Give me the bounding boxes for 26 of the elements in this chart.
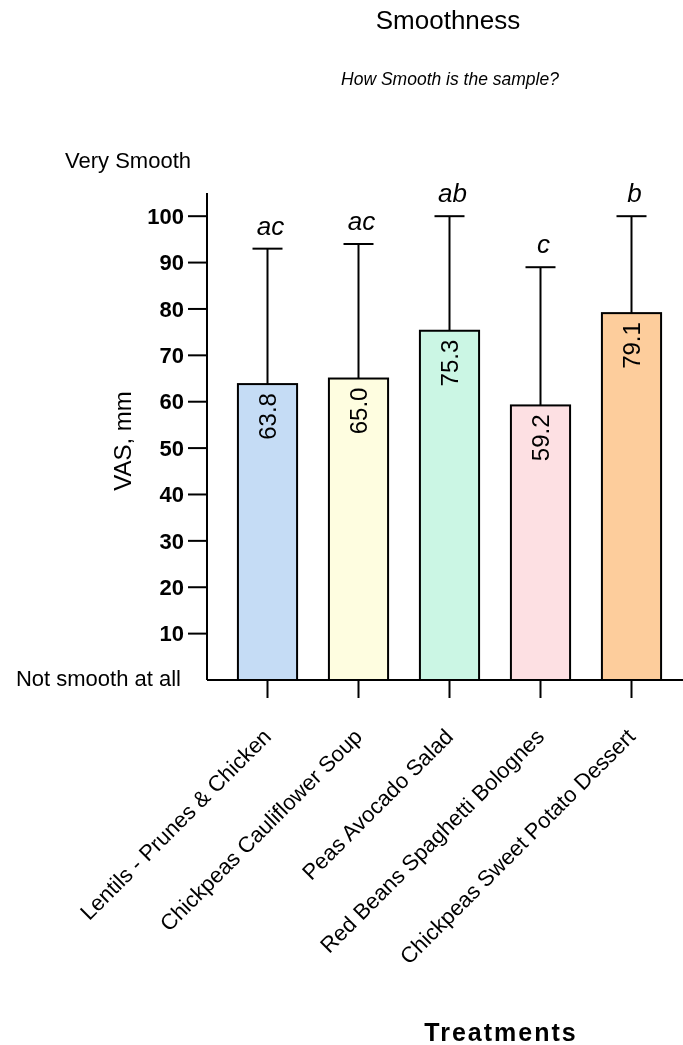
x-axis-title: Treatments [424,1018,578,1045]
y-tick-label: 80 [159,296,184,322]
data-label: 59.2 [526,414,554,462]
data-label: 79.1 [617,322,645,369]
annotation: ac [256,210,285,241]
annotation: ac [347,206,376,237]
chart-subtitle: How Smooth is the sample? [341,69,560,89]
y-tick-label: 30 [159,528,184,554]
annotation: b [627,178,642,209]
y-axis-title: VAS, mm [109,391,136,491]
data-label: 75.3 [435,339,463,387]
chart-title: Smoothness [375,5,521,35]
y-tick-label: 90 [159,250,184,276]
y-tick-label: 40 [159,482,184,508]
y-tick-label: 10 [159,621,184,647]
annotation: ab [438,178,467,209]
y-tick-label: 70 [159,343,184,369]
y-tick-label: 60 [159,389,184,415]
text: Very Smooth [65,148,191,173]
y-tick-label: 100 [147,203,184,229]
y-tick-label: 50 [159,435,184,461]
annotation: c [537,229,550,260]
y-tick-label: 20 [159,574,184,600]
data-label: 63.8 [253,393,281,440]
text: Not smooth at all [15,666,181,691]
data-label: 65.0 [344,387,372,435]
